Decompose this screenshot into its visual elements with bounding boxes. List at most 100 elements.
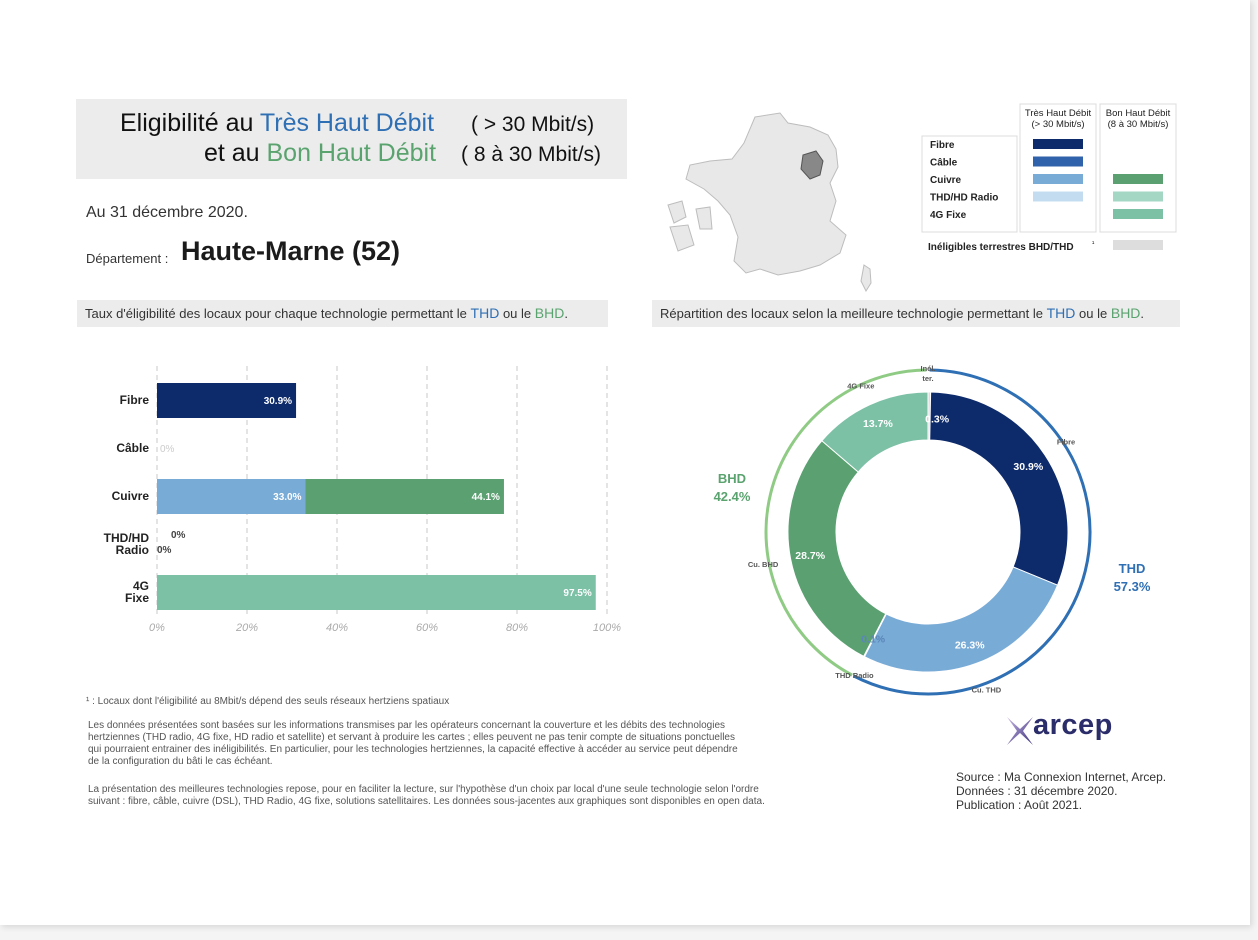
bar-value-label: 0% — [171, 530, 186, 541]
donut-slice-name: Inél. — [920, 364, 935, 373]
bar-marks: 30.9% 0% 33.0% 44.1% 0% 0% 97.5% — [157, 383, 596, 610]
donut-group-rings — [764, 368, 1092, 696]
donut-section-end: . — [1140, 306, 1145, 321]
donut-value-label: 26.3% — [955, 640, 985, 652]
thd-group-value: 57.3% — [1114, 579, 1151, 594]
title-line-thd: Eligibilité au Très Haut Débit ( > 30 Mb… — [120, 109, 611, 138]
bar-value-label: 30.9% — [264, 396, 292, 407]
title-prefix-2: et au — [203, 139, 260, 167]
donut-slice-name: Cu. THD — [972, 686, 1002, 695]
donut-slices — [787, 391, 1069, 673]
arcep-logo: arcep — [1005, 709, 1112, 754]
legend-row-label: Fibre — [930, 140, 955, 151]
title-range-thd: ( > 30 Mbit/s) — [471, 113, 595, 136]
bar-tick-label: 20% — [235, 622, 258, 634]
note-1-line: de la configuration du bâti le cas échéa… — [88, 756, 273, 767]
bhd-group-name: BHD — [718, 471, 746, 486]
island-shape-1 — [667, 200, 687, 224]
legend-bhd-swatch — [1113, 191, 1163, 202]
donut-slice-names: Inél.ter. Fibre Cu. THD THD Radio Cu. BHD 4G … — [748, 364, 1075, 695]
title-line-bhd: et au Bon Haut Débit ( 8 à 30 Mbit/s) — [204, 139, 611, 168]
donut-value-label: 13.7% — [863, 418, 893, 430]
distribution-donut-chart: 0.3% 30.9% 26.3% 0.1% 28.7% 13.7% Inél.ter. Fi… — [714, 364, 1151, 696]
legend-rows: Fibre Câble Cuivre THD/HD Radio 4G Fixe — [930, 139, 1163, 221]
note-1-line: Les données présentées sont basées sur l… — [88, 720, 726, 731]
bar-section-thd: THD — [470, 305, 500, 321]
title-bhd: Bon Haut Débit — [266, 139, 437, 167]
bar-value-label: 0% — [160, 444, 175, 455]
legend-inelig-swatch — [1113, 240, 1163, 250]
legend-bhd-column-box — [1099, 103, 1177, 233]
bar-segment — [157, 383, 297, 418]
legend-row-label: Cuivre — [930, 175, 962, 186]
donut-slice — [929, 391, 1069, 586]
donut-group-labels: THD 57.3% BHD 42.4% — [714, 471, 1151, 594]
island-shape-3 — [695, 206, 713, 230]
bar-value-label: 97.5% — [563, 588, 591, 599]
bar-category-label: Fixe — [125, 591, 149, 605]
title-box: Eligibilité au Très Haut Débit ( > 30 Mb… — [76, 99, 627, 179]
legend-thd-swatch — [1033, 191, 1083, 202]
donut-slice — [787, 440, 887, 658]
data-date-line: Données : 31 décembre 2020. — [956, 784, 1118, 798]
legend-inelig-label: Inéligibles terrestres BHD/THD — [928, 242, 1074, 253]
arcep-logo-text: arcep — [1033, 709, 1113, 741]
bar-category-label: Cuivre — [112, 489, 150, 503]
bhd-ring-arc — [764, 368, 927, 677]
note-1-line: qui pourraient entrainer des inéligibili… — [88, 744, 738, 755]
haute-marne-region — [800, 150, 824, 180]
legend-thd-title: Très Haut Débit — [1025, 108, 1092, 119]
bar-category-label: Fibre — [120, 393, 150, 407]
island-shape-2 — [669, 224, 695, 252]
france-outline — [685, 112, 847, 276]
legend-bhd-swatch — [1113, 174, 1163, 184]
bar-category-label: THD/HD — [104, 531, 150, 545]
donut-slice-name: ter. — [922, 374, 933, 383]
bar-value-label: 0% — [157, 545, 172, 556]
donut-section-header: Répartition des locaux selon la meilleur… — [652, 300, 1180, 327]
donut-slice-name: THD Radio — [835, 671, 874, 680]
bar-category-label: Câble — [116, 441, 149, 455]
note-2-line: suivant : fibre, câble, cuivre (DSL), TH… — [88, 796, 765, 807]
donut-slice — [821, 391, 929, 473]
bar-tick-label: 40% — [326, 622, 348, 634]
donut-slice-name: Cu. BHD — [748, 560, 779, 569]
donut-section-bhd: BHD — [1110, 305, 1141, 321]
eligibility-bar-chart: 30.9% 0% 33.0% 44.1% 0% 0% 97.5% Fibre Câble Cui… — [104, 366, 621, 634]
donut-section-thd: THD — [1046, 305, 1076, 321]
department-prefix: Département : — [86, 251, 169, 266]
legend-bhd-title: Bon Haut Débit — [1106, 108, 1171, 119]
department-name: Haute-Marne (52) — [181, 236, 401, 266]
legend-inelig-sup: ¹ — [1092, 241, 1095, 248]
bar-section-end: . — [564, 306, 568, 321]
arcep-logo-icon — [1007, 717, 1033, 745]
legend-thd-swatch — [1033, 139, 1083, 149]
france-map — [667, 112, 872, 293]
bar-section-header: Taux d'éligibilité des locaux pour chaqu… — [77, 300, 608, 327]
methodology-note-2: La présentation des meilleures technolog… — [88, 784, 828, 808]
corsica-shape — [860, 264, 872, 293]
donut-slice-name: 4G Fixe — [847, 382, 874, 391]
title-range-bhd: ( 8 à 30 Mbit/s) — [461, 143, 602, 166]
bar-tick-label: 0% — [149, 622, 165, 634]
bhd-group-value: 42.4% — [714, 489, 751, 504]
bar-section-middle: ou le — [502, 306, 532, 321]
legend-bhd-range: (8 à 30 Mbit/s) — [1108, 119, 1169, 130]
donut-slice-name: Fibre — [1057, 437, 1075, 446]
title-prefix-1: Eligibilité au — [119, 109, 254, 137]
bar-segment — [157, 479, 306, 514]
donut-value-label: 0.1% — [861, 634, 886, 646]
methodology-note-1: Les données présentées sont basées sur l… — [88, 720, 808, 768]
footnote: ¹ : Locaux dont l'éligibilité au 8Mbit/s… — [86, 696, 450, 707]
thd-group-name: THD — [1119, 561, 1146, 576]
donut-slice — [863, 566, 1059, 673]
infographic-card: Eligibilité au Très Haut Débit ( > 30 Mb… — [0, 0, 1250, 925]
source-block: Source : Ma Connexion Internet, Arcep. D… — [956, 770, 1166, 812]
legend-row-label: 4G Fixe — [930, 210, 967, 221]
technology-legend: Très Haut Débit (> 30 Mbit/s) Bon Haut D… — [921, 103, 1177, 253]
bar-segment — [305, 479, 504, 514]
bar-value-label: 33.0% — [273, 492, 301, 503]
donut-value-label: 0.3% — [925, 413, 950, 425]
donut-value-label: 30.9% — [1013, 461, 1043, 473]
